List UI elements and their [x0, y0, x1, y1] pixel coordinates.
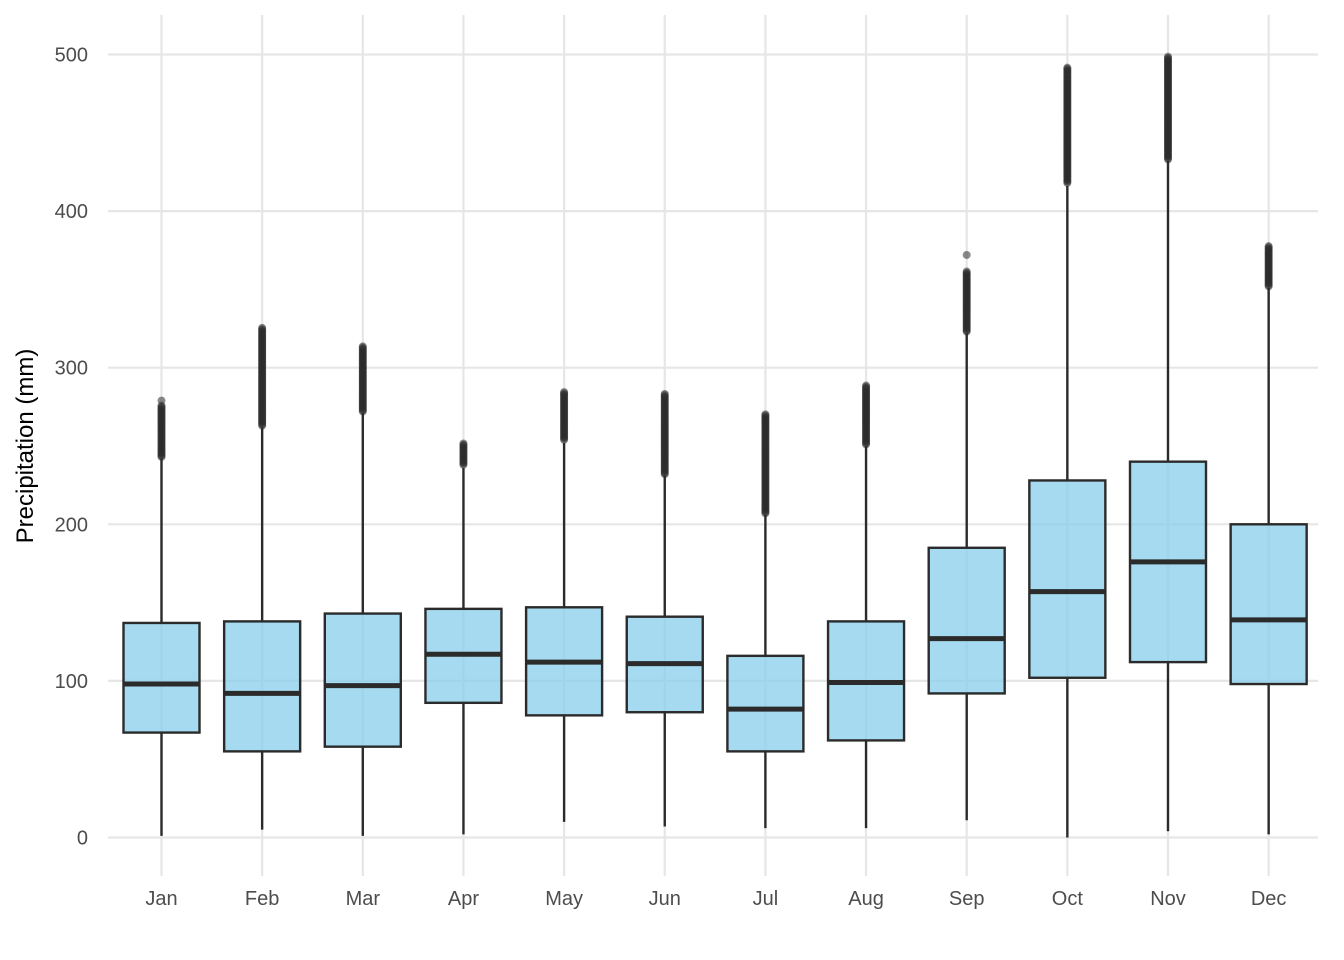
- box-jan: [122, 396, 201, 836]
- outliers: [962, 250, 971, 336]
- outlier-point: [1164, 52, 1172, 61]
- iqr-box: [1028, 479, 1107, 679]
- x-tick-label: May: [545, 888, 583, 910]
- box-jun: [625, 390, 704, 827]
- outlier-point: [459, 439, 468, 448]
- outliers: [1063, 63, 1072, 187]
- outliers: [1164, 52, 1172, 164]
- outliers: [1264, 242, 1273, 291]
- outlier-point: [761, 410, 770, 419]
- x-tick-label: Jul: [753, 888, 779, 910]
- box-oct: [1028, 63, 1107, 838]
- iqr-box: [927, 546, 1006, 695]
- y-tick-label: 100: [55, 671, 88, 693]
- outliers: [660, 390, 669, 479]
- outlier-point: [157, 396, 166, 405]
- x-tick-label: Aug: [848, 888, 884, 910]
- iqr-box: [1229, 523, 1308, 686]
- x-tick-label: Jan: [145, 888, 177, 910]
- outliers: [862, 381, 871, 449]
- outliers: [560, 388, 569, 444]
- axis-labels: 0 100 200 300 400 500 Jan Feb Mar Apr May Jun Jul Aug…: [55, 45, 1287, 911]
- box-nov: [1128, 52, 1208, 832]
- y-tick-label: 500: [55, 45, 88, 67]
- x-tick-label: Oct: [1052, 888, 1084, 910]
- outlier-point: [660, 390, 669, 399]
- iqr-box: [222, 620, 302, 753]
- outlier-point: [962, 250, 971, 259]
- y-axis-title: Precipitation (mm): [12, 349, 39, 544]
- outlier-point: [962, 267, 971, 276]
- box-sep: [927, 250, 1006, 821]
- outliers: [761, 410, 770, 518]
- outliers: [157, 396, 166, 461]
- x-tick-label: Apr: [448, 888, 479, 910]
- outlier-point: [258, 323, 267, 332]
- outliers: [258, 323, 267, 430]
- x-tick-label: Mar: [346, 888, 381, 910]
- outlier-point: [560, 388, 569, 397]
- x-tick-label: Nov: [1150, 888, 1186, 910]
- outlier-point: [862, 381, 871, 390]
- box-feb: [222, 323, 302, 830]
- y-tick-label: 300: [55, 358, 88, 380]
- x-tick-label: Feb: [245, 888, 279, 910]
- box-may: [524, 388, 604, 822]
- box-jul: [726, 410, 805, 829]
- iqr-box: [122, 621, 201, 734]
- box-mar: [323, 342, 402, 836]
- y-tick-label: 400: [55, 201, 88, 223]
- outlier-point: [1063, 63, 1072, 72]
- x-tick-label: Sep: [949, 888, 985, 910]
- y-tick-label: 0: [77, 828, 88, 850]
- box-apr: [424, 439, 503, 835]
- x-tick-label: Dec: [1251, 888, 1287, 910]
- x-tick-label: Jun: [649, 888, 681, 910]
- outlier-point: [358, 342, 367, 351]
- boxes: [122, 52, 1308, 838]
- outliers: [459, 439, 468, 469]
- iqr-box: [323, 612, 402, 748]
- y-tick-label: 200: [55, 514, 88, 536]
- outliers: [358, 342, 367, 416]
- box-aug: [826, 381, 906, 829]
- iqr-box: [726, 654, 805, 753]
- box-dec: [1229, 242, 1308, 835]
- outlier-point: [1264, 242, 1273, 251]
